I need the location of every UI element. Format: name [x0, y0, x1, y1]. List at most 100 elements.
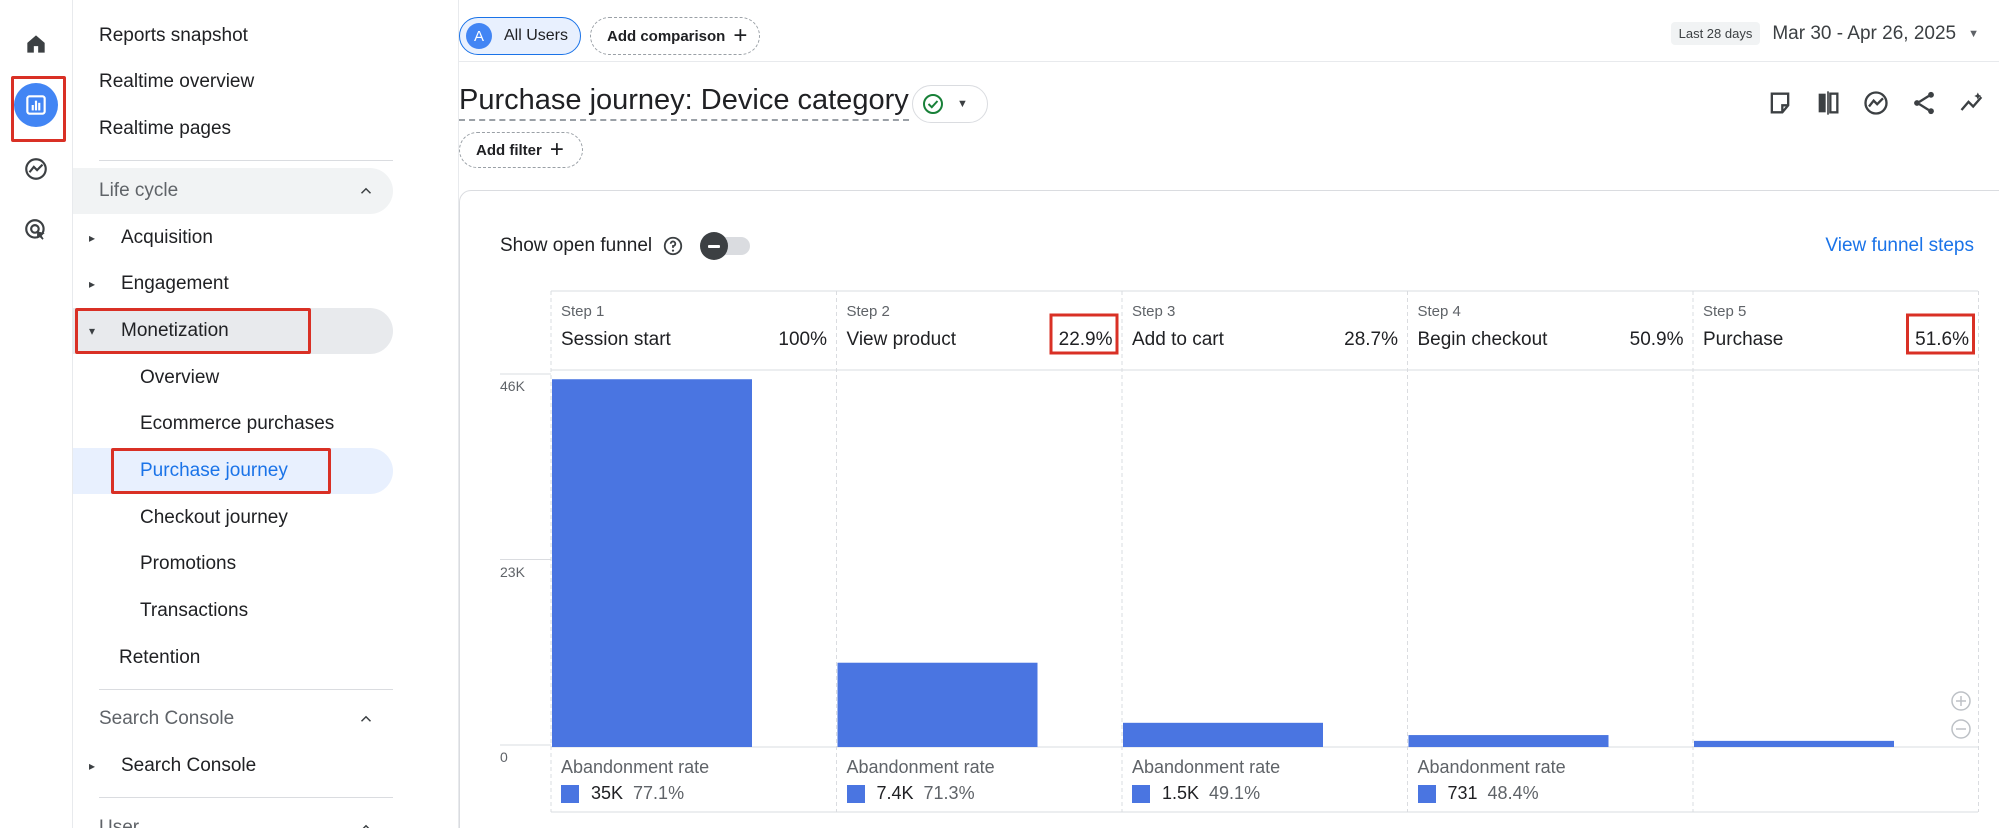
trend-sparkle-icon[interactable]	[1951, 82, 1993, 124]
abandonment-cell: Abandonment rate 35K 77.1%	[551, 747, 837, 807]
abandonment-label: Abandonment rate	[1132, 757, 1281, 777]
chevron-up-icon	[362, 824, 370, 828]
funnel-step-header: Step 1 Session start 100%	[551, 291, 837, 369]
abandonment-values: 7.4K 71.3%	[846, 783, 975, 804]
sidebar-item-realtime-pages[interactable]: Realtime pages	[99, 118, 232, 139]
sidebar-item-reports-snapshot[interactable]: Reports snapshot	[99, 25, 248, 46]
funnel-bar	[837, 662, 1038, 747]
step-name: Begin checkout	[1417, 329, 1548, 350]
section-life-cycle[interactable]: Life cycle	[73, 168, 393, 214]
toggle-knob	[700, 232, 729, 260]
sidebar-item-promotions[interactable]: Promotions	[140, 553, 237, 574]
caret-right-icon: ▸	[89, 231, 96, 245]
report-status-dropdown[interactable]: ▼	[912, 85, 988, 123]
advertising-icon[interactable]	[14, 208, 58, 252]
view-funnel-steps-link[interactable]: View funnel steps	[1825, 235, 1974, 256]
sidebar-item-retention[interactable]: Retention	[119, 647, 201, 668]
caret-down-icon: ▾	[89, 324, 96, 338]
chevron-up-icon	[360, 715, 372, 722]
abandonment-values: 1.5K 49.1%	[1132, 783, 1260, 804]
divider	[99, 160, 393, 161]
zoom-in-icon[interactable]	[1951, 691, 1971, 711]
sidebar-item-label: Monetization	[121, 320, 229, 341]
abandonment-label: Abandonment rate	[846, 757, 995, 777]
sidebar-item-engagement[interactable]: ▸ Engagement	[73, 261, 393, 307]
sidebar-item-search-console[interactable]: ▸ Search Console	[73, 743, 393, 789]
step-name: Purchase	[1703, 329, 1784, 350]
funnel-bar	[1408, 735, 1609, 747]
sidebar-item-monetization[interactable]: ▾ Monetization	[73, 308, 393, 354]
step-percent: 28.7%	[1344, 329, 1398, 350]
add-filter-button[interactable]: Add filter +	[459, 132, 583, 168]
step-name: View product	[846, 329, 957, 350]
sidebar-item-purchase-journey[interactable]: Purchase journey	[73, 448, 393, 494]
abandonment-values: 35K 77.1%	[561, 783, 684, 804]
add-comparison-label: Add comparison	[607, 27, 726, 45]
page-title[interactable]: Purchase journey: Device category	[459, 84, 909, 121]
abandonment-label: Abandonment rate	[561, 757, 710, 777]
abandonment-count: 1.5K	[1162, 783, 1200, 803]
y-tick-label: 23K	[500, 563, 525, 580]
legend-swatch	[561, 784, 579, 803]
section-user[interactable]: User	[73, 805, 393, 828]
report-toolbar	[1753, 82, 1993, 124]
sidebar-item-label: Acquisition	[121, 227, 213, 248]
section-label: Life cycle	[99, 180, 179, 201]
share-icon[interactable]	[1903, 82, 1945, 124]
section-search-console[interactable]: Search Console	[73, 696, 393, 742]
y-tick-label: 46K	[500, 378, 525, 394]
section-label: User	[99, 817, 140, 828]
abandonment-values: 731 48.4%	[1417, 783, 1539, 804]
sidebar-item-label: Engagement	[121, 273, 229, 294]
abandonment-count: 35K	[591, 783, 624, 803]
step-number: Step 2	[846, 303, 890, 320]
notes-icon[interactable]	[1759, 82, 1801, 124]
step-number: Step 1	[561, 303, 605, 320]
compare-icon[interactable]	[1807, 82, 1849, 124]
step-percent: 22.9%	[1058, 329, 1113, 350]
funnel-bar	[1694, 740, 1894, 747]
step-percent: 51.6%	[1915, 329, 1969, 350]
open-funnel-toggle[interactable]	[700, 232, 751, 260]
chevron-up-icon	[360, 187, 372, 194]
funnel-step-header: Step 5 Purchase 51.6%	[1693, 291, 1979, 369]
sidebar-item-realtime-overview[interactable]: Realtime overview	[99, 71, 255, 92]
abandonment-cell: Abandonment rate 1.5K 49.1%	[1122, 747, 1408, 807]
step-percent: 50.9%	[1629, 329, 1684, 350]
audience-label: All Users	[504, 27, 569, 44]
funnel-step-header: Step 4 Begin checkout 50.9%	[1408, 291, 1694, 369]
open-funnel-label: Show open funnel	[500, 235, 653, 256]
sidebar-item-overview[interactable]: Overview	[140, 367, 220, 388]
abandonment-cell: Abandonment rate 7.4K 71.3%	[837, 747, 1123, 807]
step-number: Step 4	[1417, 303, 1461, 320]
date-range-label: Last 28 days	[1670, 22, 1761, 45]
abandonment-rate: 49.1%	[1209, 783, 1261, 803]
dropdown-arrow-icon: ▼	[957, 98, 968, 110]
zoom-out-icon[interactable]	[1951, 719, 1971, 739]
sidebar-item-ecommerce-purchases[interactable]: Ecommerce purchases	[140, 413, 335, 434]
add-filter-label: Add filter	[476, 141, 542, 159]
divider	[99, 797, 393, 798]
funnel-bar	[552, 379, 752, 747]
funnel-bar	[1123, 722, 1323, 747]
reports-icon[interactable]	[14, 83, 58, 127]
sidebar-item-acquisition[interactable]: ▸ Acquisition	[73, 215, 393, 261]
top-bar: A All Users Add comparison + Last 28 day…	[459, 0, 1999, 62]
date-range-picker[interactable]: Last 28 days Mar 30 - Apr 26, 2025 ▼	[1670, 22, 1979, 45]
help-icon[interactable]	[662, 235, 684, 257]
insights-icon[interactable]	[1855, 82, 1897, 124]
sidebar-item-checkout-journey[interactable]: Checkout journey	[140, 507, 288, 528]
audience-chip[interactable]: A All Users	[459, 17, 581, 55]
sidebar-item-transactions[interactable]: Transactions	[140, 600, 249, 621]
legend-swatch	[846, 784, 865, 803]
funnel-step-header: Step 2 View product 22.9%	[837, 291, 1123, 369]
add-comparison-button[interactable]: Add comparison +	[590, 17, 760, 55]
home-icon[interactable]	[14, 22, 58, 66]
percent-highlight	[1049, 313, 1119, 355]
explore-icon[interactable]	[14, 147, 58, 191]
y-tick-label: 0	[500, 749, 508, 765]
percent-highlight	[1906, 313, 1975, 355]
plus-icon: +	[733, 22, 748, 49]
